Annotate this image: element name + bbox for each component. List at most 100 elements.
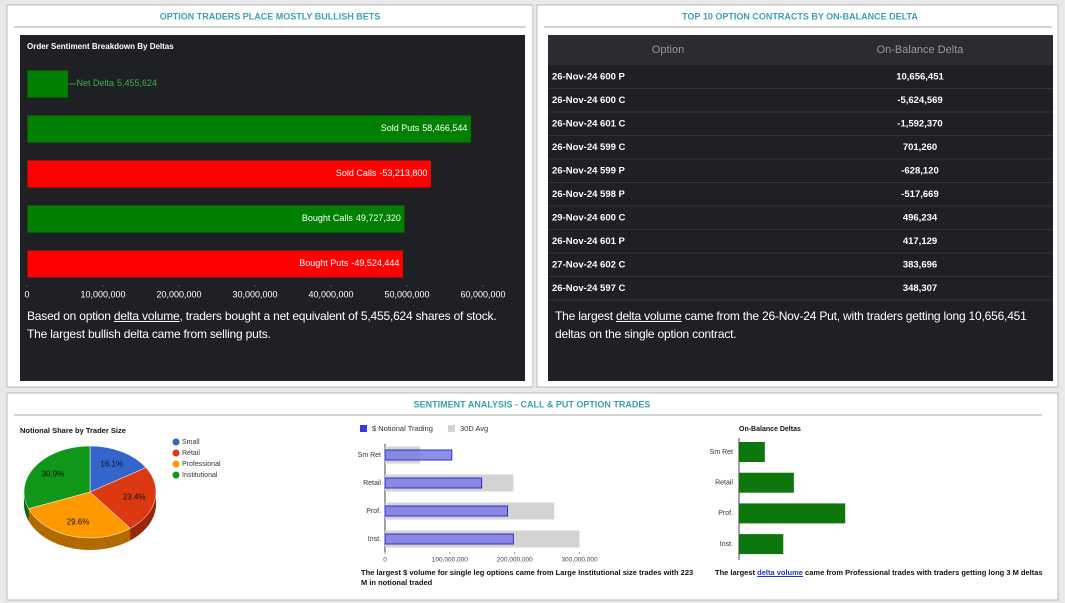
- legend-label: Professional: [182, 461, 221, 468]
- cell: -628,120: [901, 166, 939, 177]
- bar-label: Net Delta 5,455,624: [76, 78, 157, 88]
- y-tick-label: Prof.: [366, 508, 381, 515]
- slice-label: 23.4%: [123, 493, 146, 502]
- bar: [384, 505, 509, 517]
- cell: 26-Nov-24 598 P: [552, 189, 626, 200]
- legend-swatch: [172, 460, 180, 468]
- legend-swatch: [172, 449, 180, 457]
- x-tick-label: 0: [24, 289, 29, 299]
- bar-value: 49,727,320: [356, 213, 401, 223]
- slice-label: 30.9%: [42, 469, 65, 478]
- bar: [384, 477, 483, 489]
- bar: [739, 503, 846, 524]
- bar: [739, 534, 784, 555]
- legend-swatch: [448, 425, 455, 432]
- legend-label: Retail: [182, 450, 200, 457]
- note: The largest $ volume for single leg opti…: [361, 568, 696, 588]
- note-text: The largest: [555, 309, 616, 323]
- link[interactable]: delta volume: [113, 309, 180, 323]
- cell: 701,260: [903, 142, 937, 153]
- bar-label: Bought Puts -49,524,444: [299, 258, 399, 268]
- legend-swatch: [172, 438, 180, 446]
- bar-label: Sold Calls -53,213,800: [336, 168, 428, 178]
- chart-title: On-Balance Deltas: [739, 426, 801, 433]
- note: The largest delta volume came from the 2…: [555, 307, 1047, 343]
- cell: 29-Nov-24 600 C: [552, 213, 626, 224]
- cell: 26-Nov-24 600 P: [552, 72, 626, 83]
- y-tick-label: Inst.: [720, 541, 733, 548]
- bar-category: Sold Puts: [381, 123, 420, 133]
- y-tick-label: Sm Ret: [358, 452, 381, 459]
- pie-slice: [23, 445, 91, 509]
- table-header: [548, 35, 1053, 65]
- cell: 10,656,451: [896, 72, 944, 83]
- bar: [739, 442, 765, 462]
- x-tick-label: 50,000,000: [384, 289, 429, 299]
- bar-category: Sold Calls: [336, 168, 377, 178]
- panel: [6, 392, 1059, 601]
- bar-label: Sold Puts 58,466,544: [381, 123, 468, 133]
- bar: [26, 249, 404, 279]
- link[interactable]: delta volume: [757, 568, 803, 577]
- cell: 27-Nov-24 602 C: [552, 260, 626, 271]
- cell: 417,129: [903, 236, 937, 247]
- y-tick-label: Retail: [715, 480, 733, 487]
- note: Based on option delta volume, traders bo…: [27, 307, 517, 343]
- bar: [26, 114, 472, 144]
- y-tick-label: Retail: [363, 480, 381, 487]
- x-tick-label: 10,000,000: [80, 289, 125, 299]
- pie-slice: [89, 445, 147, 493]
- bar-value: 5,455,624: [117, 78, 157, 88]
- panel-title: OPTION TRADERS PLACE MOSTLY BULLISH BETS: [160, 11, 381, 21]
- y-tick-label: Sm Ret: [710, 449, 733, 456]
- y-tick-label: Prof.: [718, 510, 733, 517]
- cell: 26-Nov-24 599 P: [552, 166, 626, 177]
- legend-swatch: [172, 471, 180, 479]
- bar: [26, 69, 69, 99]
- cell: 26-Nov-24 599 C: [552, 142, 626, 153]
- cell: 26-Nov-24 601 C: [552, 119, 626, 130]
- dark-box: [548, 35, 1053, 381]
- legend-label: Institutional: [182, 472, 218, 479]
- note-text: , traders bought a net equivalent of 5,4…: [27, 309, 497, 341]
- x-tick-label: 200,000,000: [497, 557, 534, 564]
- x-tick-label: 60,000,000: [460, 289, 505, 299]
- note-text: came from the 26-Nov-24 Put, with trader…: [555, 309, 1027, 341]
- y-tick-label: Inst.: [368, 536, 381, 543]
- x-tick-label: 100,000,000: [432, 557, 469, 564]
- cell: -5,624,569: [897, 95, 942, 106]
- link[interactable]: delta volume: [615, 309, 682, 323]
- bar: [739, 472, 794, 493]
- x-tick-label: 300,000,000: [561, 557, 598, 564]
- cell: 496,234: [903, 213, 938, 224]
- cell: 26-Nov-24 597 C: [552, 283, 626, 294]
- bar-category: Net Delta: [76, 78, 114, 88]
- bar-value: -49,524,444: [351, 258, 399, 268]
- bar: [26, 204, 406, 234]
- legend-label: 30D Avg: [460, 424, 488, 433]
- bar-label: Bought Calls 49,727,320: [302, 213, 401, 223]
- legend-swatch: [360, 425, 367, 432]
- cell: 383,696: [903, 260, 937, 271]
- bar-category: Bought Puts: [299, 258, 349, 268]
- x-tick-label: 0: [383, 557, 387, 564]
- pie-slice: [89, 467, 157, 529]
- note-text: Based on option: [27, 309, 114, 323]
- cell: -517,669: [901, 189, 939, 200]
- bar: [384, 533, 514, 545]
- x-tick-label: 40,000,000: [308, 289, 353, 299]
- slice-label: 16.1%: [100, 460, 123, 469]
- panel-title: SENTIMENT ANALYSIS - CALL & PUT OPTION T…: [414, 399, 651, 409]
- column-header: On-Balance Delta: [877, 44, 965, 56]
- x-tick-label: 20,000,000: [156, 289, 201, 299]
- cell: 26-Nov-24 601 P: [552, 236, 626, 247]
- panel-title: TOP 10 OPTION CONTRACTS BY ON-BALANCE DE…: [682, 11, 918, 21]
- bar-value: 58,466,544: [422, 123, 467, 133]
- chart-title: Order Sentiment Breakdown By Deltas: [27, 42, 174, 51]
- cell: 26-Nov-24 600 C: [552, 95, 626, 106]
- legend-label: Small: [182, 439, 200, 446]
- bar-category: Bought Calls: [302, 213, 354, 223]
- x-tick-label: 30,000,000: [232, 289, 277, 299]
